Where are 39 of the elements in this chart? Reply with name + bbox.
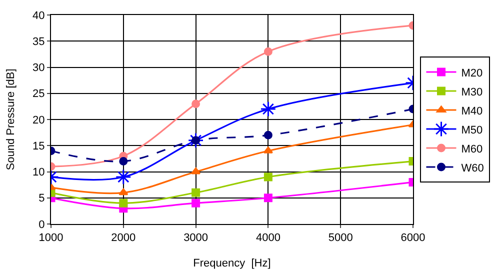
point (264, 47, 272, 56)
legend-label: W60 (461, 162, 484, 174)
y-tick-label: 10 (32, 166, 45, 179)
y-tick-label: 0 (38, 218, 45, 231)
x-tick-label: 2000 (111, 232, 136, 244)
y-tick-label: 20 (32, 114, 45, 126)
y-tick-label: 5 (38, 192, 45, 205)
x-tick-label: 4000 (256, 232, 280, 244)
point (264, 172, 272, 182)
point (192, 188, 200, 197)
point (191, 168, 201, 174)
point (263, 146, 273, 154)
point (188, 132, 204, 148)
x-tick-label: 1000 (38, 232, 64, 244)
x-tick-label: 3000 (184, 232, 208, 244)
legend-label: M40 (461, 105, 483, 118)
x-tick-label: 6000 (400, 232, 426, 244)
point (192, 136, 200, 145)
legend-label: M30 (461, 86, 483, 98)
y-tick-label: 15 (32, 140, 45, 152)
y-tick-label: 35 (32, 36, 45, 48)
y-axis-title: Sound Pressure [dB] (5, 68, 18, 170)
y-tick-label: 30 (32, 62, 45, 74)
y-tick-label: 40 (32, 10, 45, 22)
point (115, 169, 132, 185)
x-axis-title: Frequency [Hz] (193, 257, 271, 270)
legend-label: M20 (461, 67, 483, 80)
point (264, 130, 272, 140)
legend-label: M50 (461, 124, 483, 136)
point (119, 157, 128, 166)
point (264, 194, 272, 202)
x-tick-label: 5000 (328, 232, 353, 244)
point (119, 198, 128, 208)
point (118, 188, 128, 196)
legend-label: M60 (461, 143, 483, 156)
point (192, 198, 200, 208)
point (260, 101, 276, 117)
y-tick-label: 25 (32, 88, 45, 100)
point (192, 100, 200, 108)
